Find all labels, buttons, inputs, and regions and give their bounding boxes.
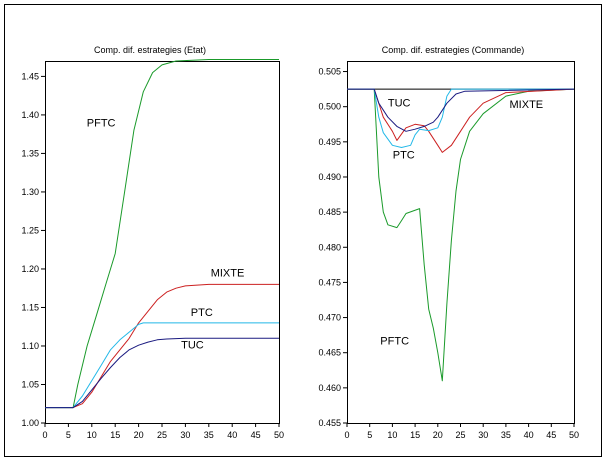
y-tick-label: 0.490	[318, 172, 341, 182]
y-tick-label: 1.45	[21, 71, 39, 81]
y-tick-label: 0.495	[318, 137, 341, 147]
x-tick-label: 10	[387, 430, 397, 440]
series-label-tuc: TUC	[388, 98, 411, 110]
series-labels: PFTC MIXTE PTC TUC	[380, 98, 543, 348]
series-label-ptc: PTC	[191, 307, 213, 319]
y-tick-label: 0.480	[318, 242, 341, 252]
series-line-ptc	[45, 322, 279, 409]
chart-title: Comp. dif. estrategies (Commande)	[382, 45, 525, 55]
x-tick-label: 10	[87, 430, 97, 440]
x-tick-label: 50	[274, 430, 284, 440]
series-line-mixte	[45, 283, 279, 409]
x-tick-label: 30	[478, 430, 488, 440]
x-tick-label: 30	[180, 430, 190, 440]
x-tick-label: 5	[66, 430, 71, 440]
x-tick-label: 0	[42, 430, 47, 440]
y-tick-label: 0.500	[318, 102, 341, 112]
y-tick-label: 1.40	[21, 110, 39, 120]
x-tick-label: 25	[157, 430, 167, 440]
series-line-ptc	[347, 88, 574, 148]
series-line-tuc	[45, 337, 279, 409]
y-tick-label: 0.470	[318, 313, 341, 323]
plot-area	[45, 61, 280, 424]
tick-labels: 0 5 10 15 20 25 30 35 40 45 50 1.00 1.05 1.10 1.15 1.20…	[21, 71, 284, 440]
series-line-pftc	[45, 59, 279, 409]
y-tick-label: 0.455	[318, 418, 341, 428]
x-tick-label: 45	[546, 430, 556, 440]
series-labels: PFTC MIXTE PTC TUC	[87, 117, 245, 351]
y-tick-label: 1.15	[21, 302, 39, 312]
tick-labels: 0 5 10 15 20 25 30 35 40 45 50 0.455 0.460 0.465 0.470…	[318, 67, 579, 440]
y-tick-label: 1.00	[21, 418, 39, 428]
x-tick-label: 45	[251, 430, 261, 440]
series-label-ptc: PTC	[393, 150, 415, 162]
y-tick-label: 0.485	[318, 207, 341, 217]
series-line-mixte	[347, 88, 575, 153]
series-group	[45, 59, 279, 409]
y-tick-label: 1.25	[21, 225, 39, 235]
y-tick-label: 1.35	[21, 148, 39, 158]
y-tick-label: 0.460	[318, 383, 341, 393]
x-tick-label: 15	[410, 430, 420, 440]
x-tick-label: 40	[524, 430, 534, 440]
y-tick-label: 0.475	[318, 277, 341, 287]
x-tick-label: 0	[344, 430, 349, 440]
series-label-tuc: TUC	[181, 339, 204, 351]
x-tick-label: 35	[204, 430, 214, 440]
y-tick-label: 0.505	[318, 67, 341, 77]
x-tick-label: 20	[134, 430, 144, 440]
chart-panel-commande: Comp. dif. estrategies (Commande) 0 5 10 15…	[318, 45, 579, 440]
series-label-mixte: MIXTE	[211, 268, 245, 280]
y-tick-label: 0.465	[318, 348, 341, 358]
series-line-tuc	[347, 88, 575, 132]
series-label-pftc: PFTC	[380, 335, 409, 347]
x-tick-label: 40	[227, 430, 237, 440]
y-tick-label: 1.20	[21, 264, 39, 274]
y-tick-label: 1.10	[21, 341, 39, 351]
y-tick-label: 1.05	[21, 379, 39, 389]
chart-title: Comp. dif. estrategies (Etat)	[94, 45, 206, 55]
x-tick-label: 5	[367, 430, 372, 440]
x-tick-label: 20	[433, 430, 443, 440]
chart-panel-etat: Comp. dif. estrategies (Etat) 0 5 10 15 20 25…	[21, 45, 284, 440]
plot-area	[347, 61, 575, 424]
series-label-mixte: MIXTE	[510, 99, 544, 111]
series-label-pftc: PFTC	[87, 117, 116, 129]
x-tick-label: 35	[501, 430, 511, 440]
y-tick-label: 1.30	[21, 187, 39, 197]
x-tick-label: 50	[569, 430, 579, 440]
series-line-pftc	[347, 88, 575, 382]
x-tick-label: 25	[455, 430, 465, 440]
x-tick-label: 15	[110, 430, 120, 440]
series-group	[347, 88, 575, 382]
